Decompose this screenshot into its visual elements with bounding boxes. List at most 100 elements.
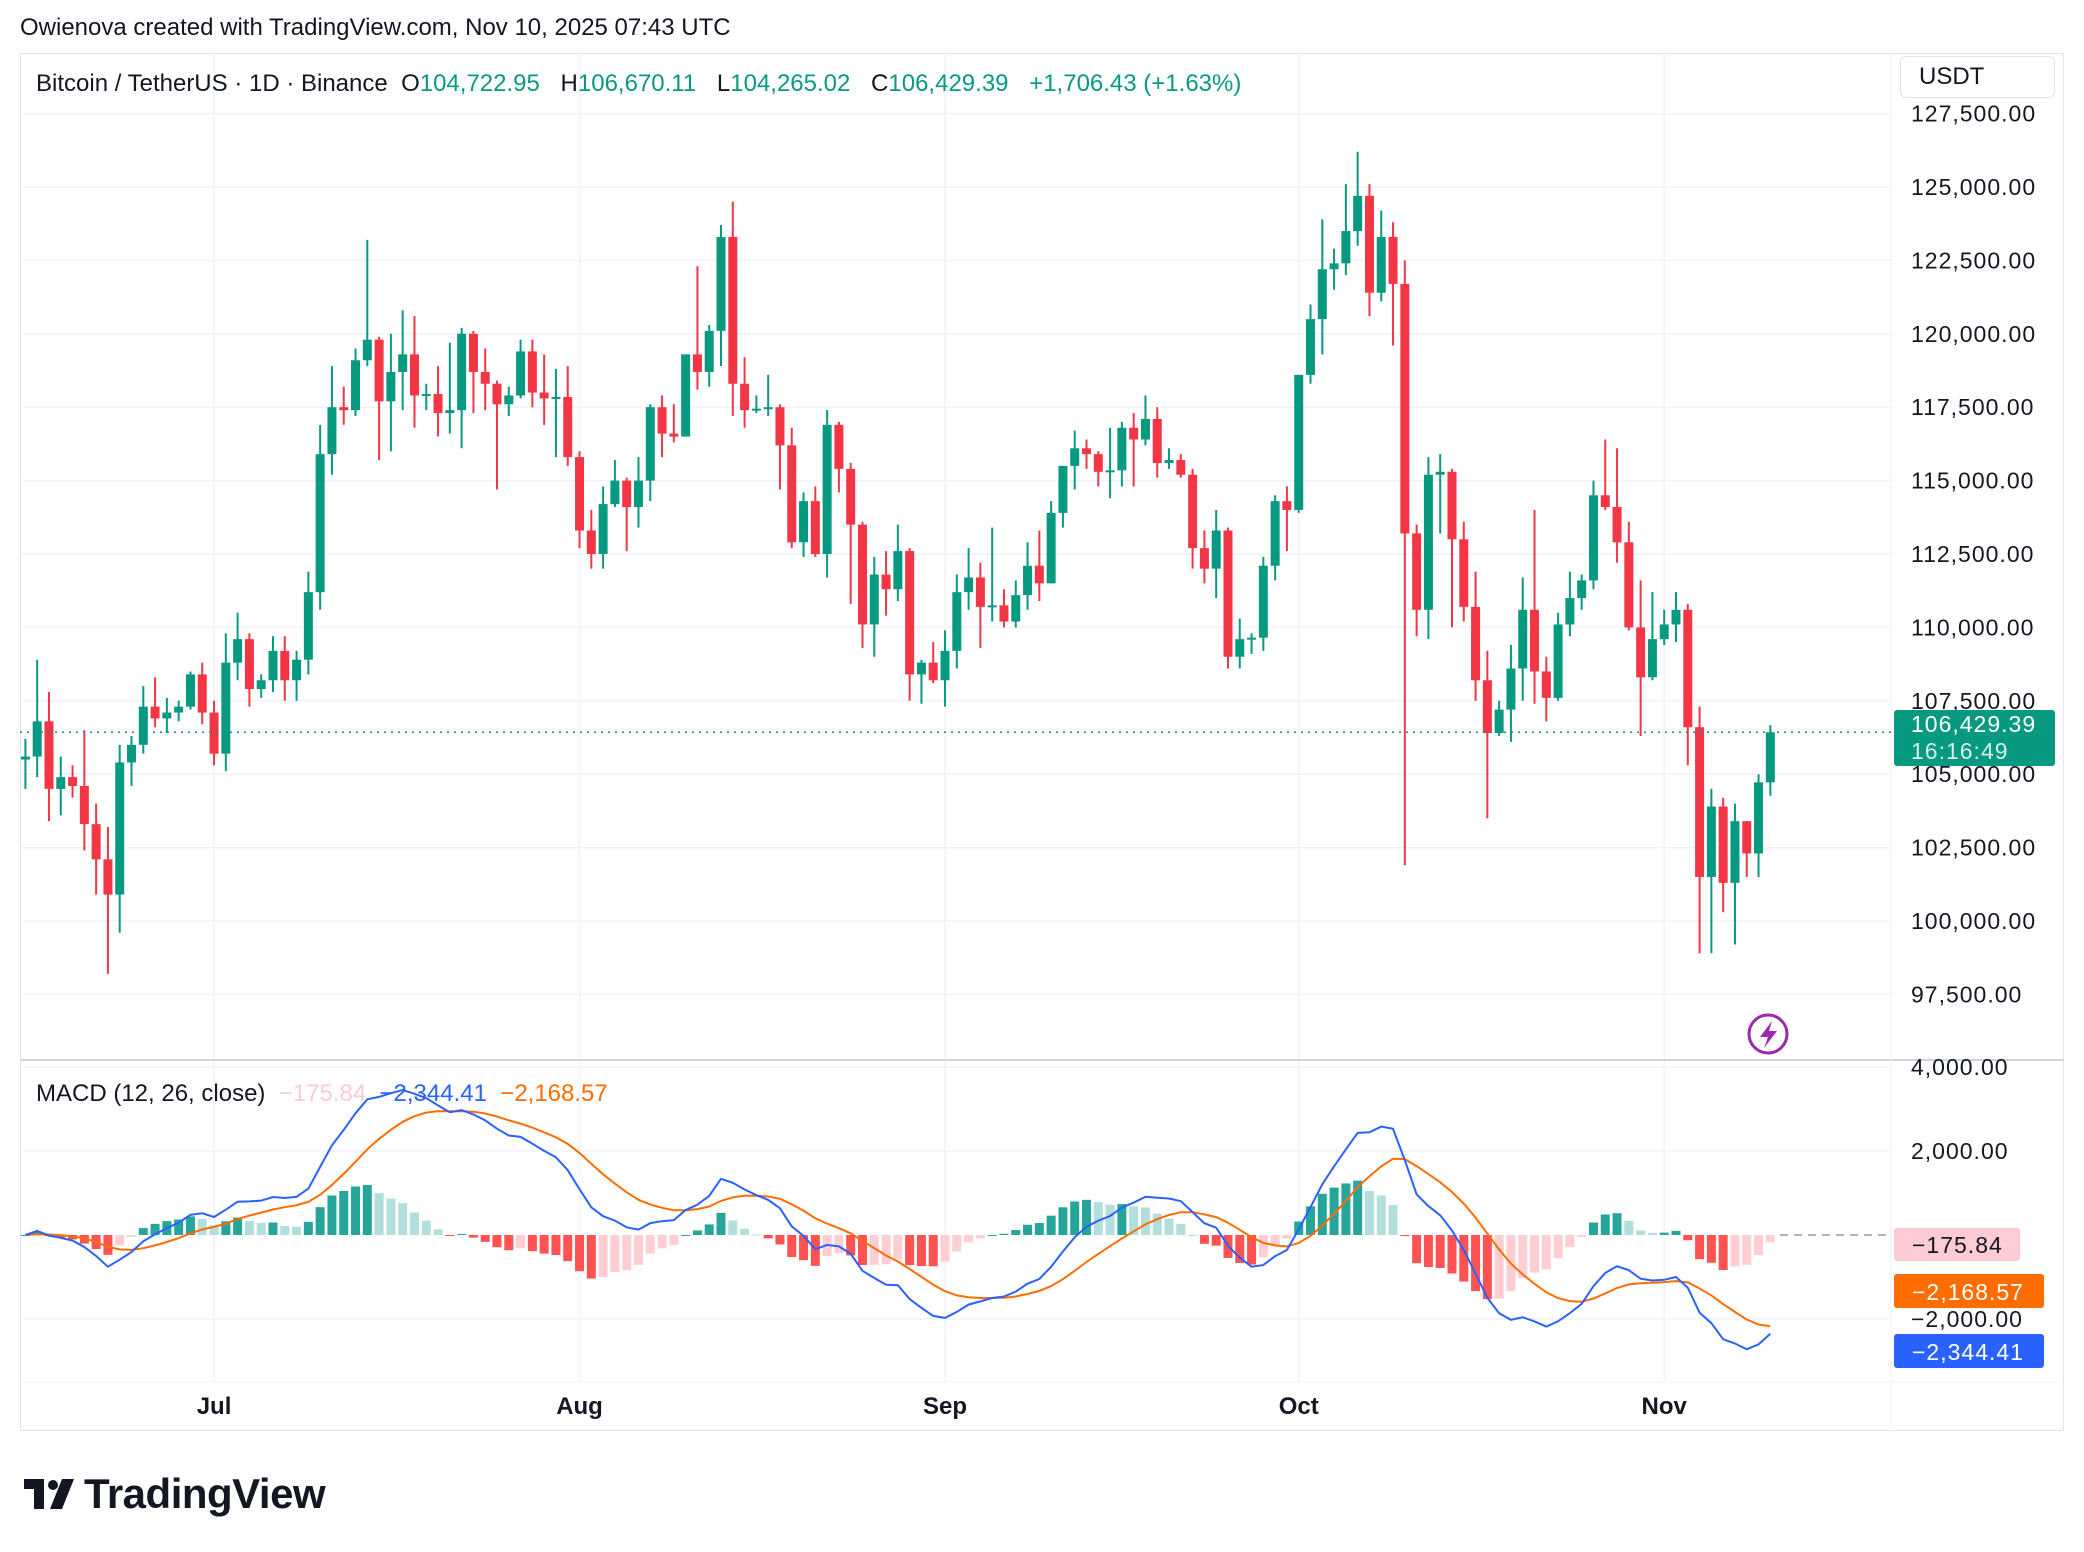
candle[interactable] bbox=[1034, 530, 1044, 601]
candle[interactable] bbox=[1176, 454, 1186, 478]
candle[interactable] bbox=[1530, 509, 1540, 704]
candle[interactable] bbox=[669, 404, 679, 443]
candle[interactable] bbox=[869, 556, 879, 657]
candle[interactable] bbox=[32, 659, 42, 778]
candle[interactable] bbox=[586, 509, 596, 569]
candle[interactable] bbox=[91, 803, 101, 895]
time-axis[interactable]: Jul Aug Sep Oct Nov bbox=[197, 1393, 1688, 1420]
candle[interactable] bbox=[1258, 556, 1268, 651]
candle[interactable] bbox=[728, 201, 738, 417]
candle[interactable] bbox=[1058, 465, 1068, 528]
candle[interactable] bbox=[1659, 609, 1669, 646]
candle[interactable] bbox=[1471, 571, 1481, 701]
candle[interactable] bbox=[1235, 618, 1245, 669]
candle[interactable] bbox=[1423, 457, 1433, 640]
candle[interactable] bbox=[221, 633, 231, 772]
candle[interactable] bbox=[1435, 454, 1445, 534]
candle[interactable] bbox=[1140, 395, 1150, 446]
candle[interactable] bbox=[657, 395, 667, 458]
candle[interactable] bbox=[504, 386, 514, 417]
candle[interactable] bbox=[409, 316, 419, 428]
candle[interactable] bbox=[857, 521, 867, 648]
candle[interactable] bbox=[339, 386, 349, 425]
candle[interactable] bbox=[1105, 427, 1115, 499]
candle[interactable] bbox=[1695, 706, 1705, 954]
candle[interactable] bbox=[1518, 577, 1528, 701]
candle[interactable] bbox=[185, 671, 195, 710]
candle[interactable] bbox=[704, 324, 714, 387]
candle[interactable] bbox=[1647, 592, 1657, 681]
candle[interactable] bbox=[197, 662, 207, 725]
candle[interactable] bbox=[610, 460, 620, 508]
candle[interactable] bbox=[1164, 448, 1174, 469]
candle[interactable] bbox=[1612, 448, 1622, 563]
candle[interactable] bbox=[527, 339, 537, 408]
candle[interactable] bbox=[1506, 645, 1516, 742]
candle[interactable] bbox=[1671, 592, 1681, 643]
candle[interactable] bbox=[292, 650, 302, 701]
candle[interactable] bbox=[1565, 571, 1575, 637]
currency-button[interactable]: USDT bbox=[1900, 56, 2055, 98]
candle[interactable] bbox=[692, 266, 702, 390]
candle[interactable] bbox=[162, 697, 172, 734]
candle[interactable] bbox=[1706, 788, 1716, 954]
candle[interactable] bbox=[1294, 374, 1304, 513]
candle[interactable] bbox=[740, 357, 750, 428]
candle[interactable] bbox=[1117, 421, 1127, 487]
candle[interactable] bbox=[1329, 248, 1339, 290]
candle[interactable] bbox=[964, 548, 974, 610]
candle[interactable] bbox=[905, 548, 915, 701]
candle[interactable] bbox=[1247, 633, 1257, 654]
candle[interactable] bbox=[1482, 650, 1492, 819]
candle[interactable] bbox=[775, 404, 785, 490]
candle[interactable] bbox=[716, 225, 726, 367]
candle[interactable] bbox=[846, 462, 856, 604]
price-axis[interactable]: 127,500.00 125,000.00 122,500.00 120,000.00… bbox=[1911, 101, 2036, 1008]
candle[interactable] bbox=[327, 366, 337, 475]
candle[interactable] bbox=[374, 336, 384, 461]
candle[interactable] bbox=[256, 674, 266, 698]
candle[interactable] bbox=[1082, 439, 1091, 469]
candle[interactable] bbox=[1093, 451, 1103, 487]
candle[interactable] bbox=[1199, 530, 1209, 584]
candle[interactable] bbox=[1754, 774, 1764, 877]
candle[interactable] bbox=[303, 571, 313, 675]
candle[interactable] bbox=[421, 383, 431, 411]
candle[interactable] bbox=[1152, 407, 1162, 478]
candle[interactable] bbox=[1211, 509, 1221, 599]
candle[interactable] bbox=[233, 612, 243, 681]
candle[interactable] bbox=[1364, 184, 1374, 317]
candle[interactable] bbox=[645, 404, 655, 502]
candle[interactable] bbox=[1765, 725, 1775, 796]
candle[interactable] bbox=[539, 354, 549, 425]
candle[interactable] bbox=[1070, 430, 1080, 490]
candle[interactable] bbox=[1376, 210, 1386, 302]
candle[interactable] bbox=[492, 380, 502, 490]
candle[interactable] bbox=[622, 477, 632, 552]
candle[interactable] bbox=[79, 730, 89, 851]
candle[interactable] bbox=[952, 574, 962, 669]
candle[interactable] bbox=[150, 677, 160, 728]
candle[interactable] bbox=[127, 736, 137, 786]
candle[interactable] bbox=[1494, 700, 1504, 737]
candle[interactable] bbox=[445, 342, 455, 434]
candle[interactable] bbox=[433, 366, 443, 437]
candle[interactable] bbox=[1636, 580, 1646, 737]
candle[interactable] bbox=[362, 239, 372, 367]
candle[interactable] bbox=[1624, 521, 1634, 631]
candle[interactable] bbox=[763, 374, 773, 417]
candle[interactable] bbox=[881, 551, 891, 616]
candle[interactable] bbox=[480, 348, 490, 411]
candle[interactable] bbox=[115, 744, 125, 933]
candle[interactable] bbox=[1600, 439, 1610, 510]
candle[interactable] bbox=[1282, 486, 1292, 552]
candle[interactable] bbox=[999, 589, 1009, 628]
candle[interactable] bbox=[633, 457, 643, 528]
candle[interactable] bbox=[940, 630, 950, 707]
candle[interactable] bbox=[1447, 468, 1457, 628]
candle[interactable] bbox=[56, 756, 66, 816]
candle[interactable] bbox=[315, 424, 325, 610]
candle[interactable] bbox=[975, 562, 985, 648]
candle[interactable] bbox=[516, 339, 526, 399]
